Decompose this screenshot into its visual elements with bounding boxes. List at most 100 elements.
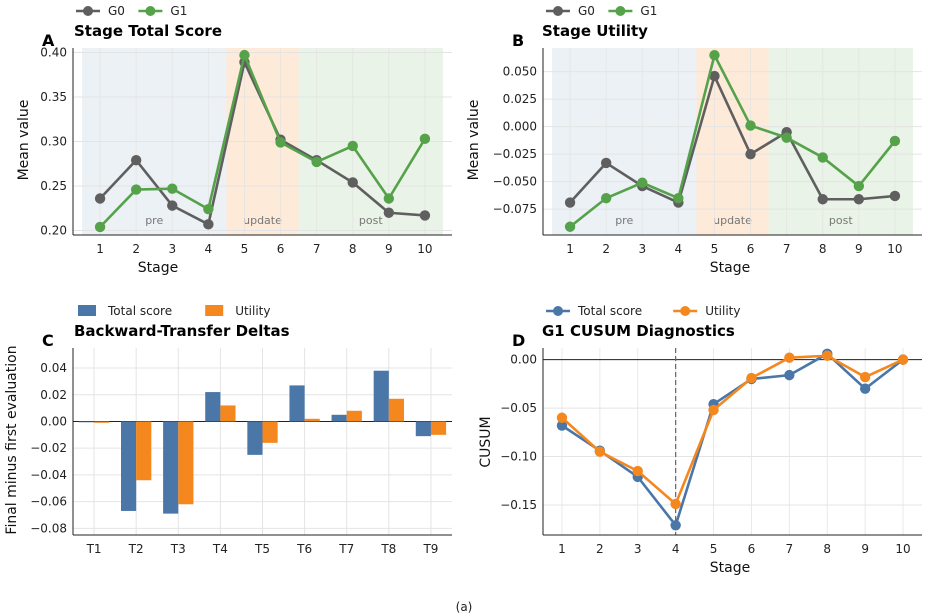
region-label: pre — [615, 214, 633, 227]
x-tick-label: 9 — [855, 242, 863, 256]
data-point — [239, 49, 250, 61]
bar-total-score — [205, 392, 221, 422]
bar-utility — [430, 421, 447, 435]
data-point — [347, 177, 358, 188]
data-point — [889, 190, 901, 202]
data-point — [817, 152, 828, 163]
y-tick-label: −0.075 — [493, 202, 537, 216]
data-point — [673, 192, 684, 204]
bar-utility — [262, 421, 278, 443]
x-tick-label: T3 — [170, 542, 186, 556]
x-tick-label: 3 — [168, 242, 176, 256]
data-point — [600, 157, 612, 169]
bar-total-score — [373, 370, 389, 422]
x-tick-label: 10 — [417, 242, 432, 256]
data-point — [637, 177, 648, 188]
data-point — [670, 520, 681, 531]
panel-c: C Backward-Transfer Deltas Final minus f… — [4, 304, 452, 556]
x-tick-label: T9 — [422, 542, 438, 556]
plot-area-d: −0.15 −0.10 −0.05 0.00 1 2 3 4 5 6 7 8 9 10 — [500, 348, 922, 556]
data-point — [594, 446, 606, 457]
x-tick-label: 8 — [819, 242, 827, 256]
x-tick-label: 4 — [675, 242, 683, 256]
x-tick-label: 10 — [887, 242, 902, 256]
bar-utility — [388, 398, 404, 422]
x-tick-label: 7 — [783, 242, 791, 256]
x-tick-label: 5 — [710, 542, 718, 556]
region-label: update — [713, 214, 752, 227]
plot-area-c: −0.08 −0.06 −0.04 −0.02 0.00 0.02 0.04 T1 T2 T3 T4… — [30, 348, 452, 556]
legend-a: G0 G1 — [76, 4, 187, 18]
bar-total-score — [247, 421, 263, 455]
x-axis-label-a: Stage — [138, 260, 178, 276]
data-point — [709, 70, 720, 82]
data-point — [632, 465, 643, 477]
series-line-g1 — [569, 53, 896, 228]
data-point — [383, 207, 395, 218]
y-tick-label: −0.025 — [493, 147, 537, 161]
x-tick-label: T4 — [212, 542, 228, 556]
region-label: update — [243, 214, 282, 227]
x-tick-label: 5 — [711, 242, 719, 256]
x-tick-label: T1 — [86, 542, 102, 556]
legend-b: G0 G1 — [546, 4, 657, 18]
x-axis-label-d: Stage — [710, 560, 750, 576]
bar-utility — [304, 418, 320, 422]
legend-label: G1 — [640, 4, 657, 18]
x-tick-label: 5 — [241, 242, 249, 256]
y-tick-label: −0.05 — [500, 401, 537, 415]
region-label: post — [359, 214, 383, 227]
plot-area-b: pre update post −0.075 −0.050 −0.025 0.000 0.02… — [493, 48, 922, 256]
bar-total-score — [78, 421, 95, 423]
y-tick-label: −0.06 — [30, 495, 67, 509]
x-tick-label: T5 — [254, 542, 270, 556]
x-tick-label: T7 — [338, 542, 354, 556]
data-point — [167, 183, 178, 194]
x-tick-label: 4 — [205, 242, 213, 256]
data-point — [600, 192, 612, 204]
x-tick-label: 3 — [634, 542, 642, 556]
panel-label-d: D — [512, 331, 525, 350]
x-tick-label: 2 — [602, 242, 610, 256]
panel-label-b: B — [512, 31, 524, 50]
bar-total-score — [289, 385, 305, 422]
data-point — [784, 352, 795, 363]
bar-utility — [220, 405, 236, 422]
bar-total-score — [415, 421, 431, 437]
data-point — [564, 197, 576, 208]
chart-title-c: Backward-Transfer Deltas — [74, 322, 290, 340]
x-tick-label: 6 — [277, 242, 285, 256]
legend-marker — [553, 306, 563, 316]
legend-label: G0 — [578, 4, 595, 18]
data-point — [130, 155, 142, 166]
bar-total-score — [121, 421, 137, 511]
region-pre — [552, 48, 697, 235]
data-point — [822, 350, 833, 361]
bar-total-score — [331, 414, 347, 422]
panel-d: D G1 CUSUM Diagnostics Stage CUSUM −0.15… — [478, 304, 922, 576]
region-label: pre — [145, 214, 163, 227]
legend-marker — [680, 306, 691, 316]
y-tick-label: 0.02 — [40, 388, 67, 402]
x-tick-label: 7 — [313, 242, 321, 256]
y-tick-label: 0.35 — [40, 90, 67, 104]
legend-marker — [615, 6, 626, 16]
bar-utility — [346, 410, 362, 422]
data-point — [745, 120, 756, 131]
data-point — [709, 49, 720, 61]
legend-label: Total score — [107, 304, 172, 318]
legend-marker — [553, 6, 563, 16]
data-point — [781, 132, 792, 143]
y-tick-label: −0.050 — [493, 175, 537, 189]
data-point — [556, 412, 568, 423]
data-point — [853, 180, 865, 192]
x-tick-label: T6 — [296, 542, 312, 556]
plot-area-a: pre update post 0.20 0.25 0.30 0.35 0.40 1 2 3 4 5 6 7… — [40, 45, 452, 256]
x-tick-label: 1 — [96, 242, 104, 256]
data-point — [853, 194, 865, 205]
x-tick-label: T2 — [128, 542, 144, 556]
y-tick-label: 0.25 — [40, 179, 67, 193]
data-point — [817, 194, 828, 205]
data-point — [419, 133, 431, 145]
